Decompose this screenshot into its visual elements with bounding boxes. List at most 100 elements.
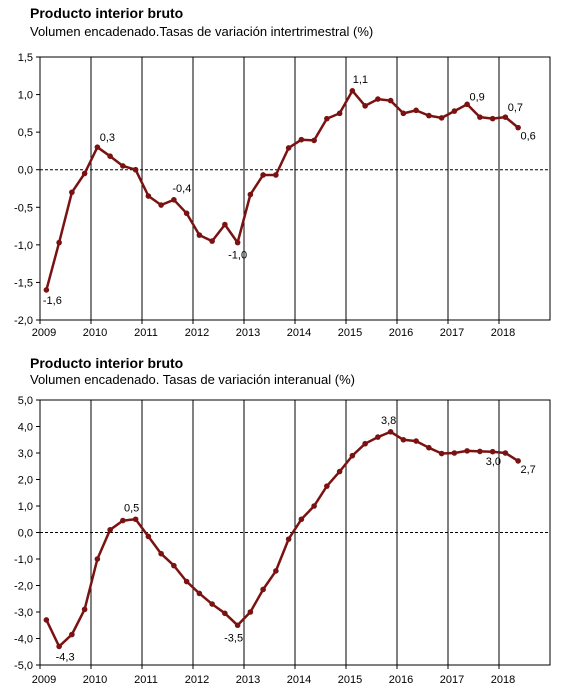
x-tick-label: 2011 [134,674,158,686]
x-tick-label: 2009 [32,674,56,686]
data-point [285,536,292,542]
data-point [43,617,50,623]
chart-subtitle: Volumen encadenado.Tasas de variación in… [30,24,374,39]
x-tick-label: 2015 [338,327,362,339]
data-point [94,144,101,150]
data-point [273,172,279,178]
data-label: 0,5 [124,502,139,514]
data-point [464,101,470,108]
data-point [387,97,394,104]
data-point [56,239,62,246]
data-point [56,643,62,650]
data-point [260,586,266,593]
y-tick-label: 4,0 [18,422,33,434]
data-point [81,170,88,177]
x-tick-label: 2013 [236,327,260,339]
data-point [311,503,317,509]
data-point [107,527,113,533]
y-tick-label: -0,5 [14,202,33,214]
data-point [438,450,445,457]
x-tick-label: 2014 [287,327,311,339]
data-label: 0,6 [520,131,535,143]
y-tick-label: -5,0 [14,660,33,672]
data-point [477,114,483,120]
data-point [158,202,164,208]
chart-panel-annual: Producto interior bruto Volumen encadena… [0,350,583,694]
chart-panel-quarterly: Producto interior bruto Volumen encadena… [14,5,551,339]
data-point [349,88,356,94]
data-point [209,601,215,607]
data-point [132,166,139,173]
x-tick-label: 2016 [389,327,413,339]
data-point [336,110,343,117]
x-tick-label: 2015 [338,674,362,686]
data-point [400,110,407,117]
data-point [477,448,483,455]
data-point [375,96,381,102]
data-label: -1,6 [43,295,62,307]
data-point [222,610,228,617]
y-tick-label: -1,0 [14,554,33,566]
data-point [413,107,419,114]
y-tick-label: 5,0 [18,395,33,407]
data-point [426,444,432,451]
data-point [171,196,177,203]
data-point [120,517,126,524]
data-label: 0,3 [100,132,115,144]
y-tick-label: 3,0 [18,448,33,460]
y-tick-label: 1,0 [18,501,33,513]
data-point [311,137,317,144]
data-point [132,516,139,523]
y-tick-label: -1,0 [14,240,33,252]
y-tick-label: 0,5 [18,127,33,139]
data-point [196,590,203,597]
data-point [94,556,101,562]
data-point [349,452,356,459]
data-point [387,429,394,435]
data-label: 0,7 [508,102,523,114]
x-tick-label: 2014 [287,674,311,686]
data-point [260,172,266,178]
data-point [451,450,458,456]
data-label: 3,0 [486,456,501,468]
data-point [502,114,509,120]
data-point [247,609,254,615]
x-tick-label: 2016 [389,674,413,686]
data-point [375,434,381,440]
data-label: 2,7 [520,464,535,476]
x-tick-label: 2011 [134,327,158,339]
data-point [120,163,126,169]
x-tick-label: 2017 [440,327,464,339]
data-point [43,287,50,293]
data-point [489,448,496,455]
data-point [107,153,113,159]
data-point [145,533,152,540]
data-point [426,112,432,119]
x-tick-label: 2010 [83,327,107,339]
data-label: -4,3 [56,651,75,663]
data-point [247,191,254,198]
data-label: 3,8 [381,415,396,427]
y-tick-label: 2,0 [18,475,33,487]
y-tick-label: 0,0 [18,165,33,177]
x-tick-label: 2018 [491,674,515,686]
y-tick-label: 1,0 [18,90,33,102]
data-point [515,458,521,464]
x-tick-label: 2013 [236,674,260,686]
y-tick-label: 1,5 [18,52,33,64]
data-point [171,562,177,569]
data-point [285,145,292,151]
data-point [362,440,368,447]
y-tick-label: 0,0 [18,528,33,540]
data-point [222,221,228,228]
data-point [413,438,419,444]
data-point [451,108,458,114]
data-point [400,436,407,443]
data-point [464,448,470,454]
y-tick-label: -1,5 [14,277,33,289]
data-point [183,210,190,217]
series-line [45,89,519,291]
data-point [273,568,279,574]
data-point [336,468,343,475]
data-point [81,606,88,613]
